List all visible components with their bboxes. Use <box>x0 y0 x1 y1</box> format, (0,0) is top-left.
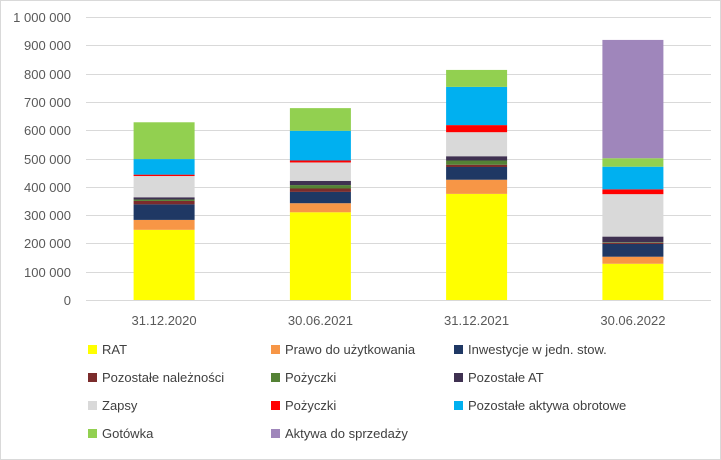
bar-segment <box>446 179 508 194</box>
bar-segment <box>289 212 351 300</box>
bar-segment <box>446 125 508 133</box>
legend-label: Pozostałe aktywa obrotowe <box>468 398 627 413</box>
stacked-bar-chart: 0 100 000 200 000 300 000 400 000 500 000 600 … <box>13 10 711 328</box>
bar-segment <box>133 159 195 175</box>
bar-segment <box>602 242 664 243</box>
bar-segment <box>446 166 508 180</box>
bar-segment <box>602 242 664 244</box>
legend-item: Pozostałe aktywa obrotowe <box>454 398 626 414</box>
bar-segment <box>446 160 508 165</box>
legend-item: Pożyczki <box>271 370 336 386</box>
legend-label: Prawo do użytkowania <box>285 342 416 357</box>
legend-item: Inwestycje w jedn. stow. <box>454 342 607 358</box>
legend-swatch <box>88 345 97 355</box>
bar-segment <box>446 132 508 157</box>
bar-segment <box>133 199 195 201</box>
y-tick-label: 0 <box>64 293 71 308</box>
legend-label: Pożyczki <box>285 370 337 385</box>
bar-segment <box>133 204 195 220</box>
bar-segment <box>602 256 664 264</box>
bar-segment <box>446 164 508 167</box>
x-axis-tick-labels: 31.12.2020 30.06.2021 31.12.2021 30.06.2022 <box>132 313 666 328</box>
legend-swatch <box>88 429 97 439</box>
legend-label: Pozostałe AT <box>468 370 544 385</box>
y-axis-tick-labels: 0 100 000 200 000 300 000 400 000 500 000 600 … <box>13 10 71 308</box>
bar-segment <box>602 189 664 195</box>
x-tick-label: 30.06.2022 <box>600 313 665 328</box>
y-tick-label: 600 000 <box>24 123 71 138</box>
bar-segment <box>602 39 664 159</box>
bars <box>133 39 664 301</box>
legend-item: RAT <box>88 342 127 358</box>
legend-swatch <box>271 429 280 439</box>
bar-segment <box>289 191 351 204</box>
y-tick-label: 400 000 <box>24 180 71 195</box>
legend-label: Pozostałe należności <box>102 370 225 385</box>
bar-segment <box>446 156 508 161</box>
y-tick-label: 200 000 <box>24 236 71 251</box>
legend-item: Pozostałe AT <box>454 370 544 386</box>
x-tick-label: 31.12.2020 <box>132 313 197 328</box>
bar-segment <box>133 176 195 198</box>
bar-segment <box>602 166 664 190</box>
legend-swatch <box>454 401 463 411</box>
legend-item: Zapsy <box>88 398 137 414</box>
bar-segment <box>446 86 508 126</box>
legend-item: Pożyczki <box>271 398 336 414</box>
legend-swatch <box>271 401 280 411</box>
legend-item: Pozostałe należności <box>88 370 224 386</box>
y-tick-label: 100 000 <box>24 265 71 280</box>
bar-segment <box>289 203 351 213</box>
bar-segment <box>133 122 195 160</box>
y-tick-label: 900 000 <box>24 38 71 53</box>
legend-label: Zapsy <box>102 398 138 413</box>
bar-segment <box>602 263 664 300</box>
bar-segment <box>133 219 195 230</box>
bar-segment <box>133 197 195 200</box>
legend-swatch <box>271 345 280 355</box>
legend-label: Gotówka <box>102 426 154 441</box>
legend-label: Inwestycje w jedn. stow. <box>468 342 607 357</box>
legend-label: RAT <box>102 342 128 357</box>
bar-segment <box>602 194 664 237</box>
bar-segment <box>289 108 351 131</box>
legend-item: Aktywa do sprzedaży <box>271 426 408 442</box>
bar-segment <box>602 158 664 167</box>
legend-item: Gotówka <box>88 426 153 442</box>
bar-segment <box>289 180 351 186</box>
bar-segment <box>602 243 664 257</box>
bar-segment <box>602 236 664 243</box>
y-tick-label: 1 000 000 <box>13 10 71 25</box>
bar-segment <box>289 162 351 181</box>
bar-segment <box>133 174 195 177</box>
legend-swatch <box>454 345 463 355</box>
bar-segment <box>446 69 508 87</box>
bar-segment <box>289 185 351 189</box>
x-tick-label: 30.06.2021 <box>288 313 353 328</box>
y-tick-label: 800 000 <box>24 67 71 82</box>
legend-item: Prawo do użytkowania <box>271 342 415 358</box>
legend-swatch <box>454 373 463 383</box>
bar-segment <box>446 193 508 301</box>
legend-label: Aktywa do sprzedaży <box>285 426 408 441</box>
legend-label: Pożyczki <box>285 398 337 413</box>
bar-segment <box>133 200 195 205</box>
bar-segment <box>133 229 195 300</box>
legend-swatch <box>271 373 280 383</box>
bar-segment <box>289 130 351 161</box>
bar-segment <box>289 160 351 163</box>
legend-swatch <box>88 373 97 383</box>
bar-segment <box>289 188 351 192</box>
legend-swatch <box>88 401 97 411</box>
y-tick-label: 500 000 <box>24 152 71 167</box>
x-tick-label: 31.12.2021 <box>444 313 509 328</box>
y-tick-label: 300 000 <box>24 208 71 223</box>
y-tick-label: 700 000 <box>24 95 71 110</box>
